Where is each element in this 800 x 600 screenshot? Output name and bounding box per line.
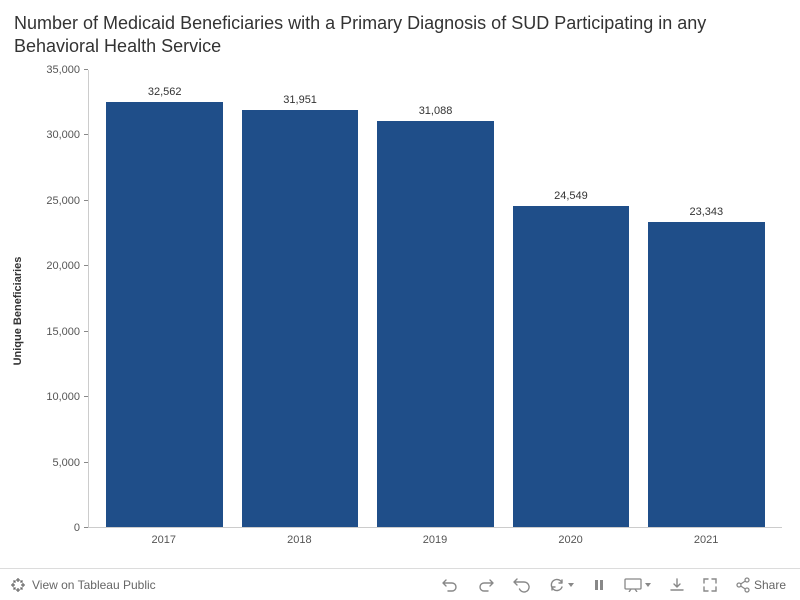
- refresh-icon: [549, 577, 565, 593]
- chevron-down-icon: [645, 583, 651, 587]
- view-on-tableau-label: View on Tableau Public: [32, 578, 156, 592]
- pause-button[interactable]: [588, 576, 610, 594]
- download-icon: [669, 577, 685, 593]
- y-tick-label: 10,000: [30, 391, 80, 403]
- bar-slot: 23,343: [639, 70, 774, 527]
- y-tick-mark: [84, 527, 88, 528]
- chart-container: Number of Medicaid Beneficiaries with a …: [0, 0, 800, 600]
- bar[interactable]: [648, 222, 764, 527]
- bar[interactable]: [106, 102, 222, 527]
- bar-slot: 31,088: [368, 70, 503, 527]
- tableau-toolbar: View on Tableau Public: [0, 568, 800, 600]
- bar-slot: 31,951: [232, 70, 367, 527]
- x-tick-label: 2019: [367, 530, 503, 552]
- y-tick-label: 5,000: [30, 457, 80, 469]
- pause-icon: [592, 578, 606, 592]
- redo-button[interactable]: [473, 575, 499, 595]
- bar-value-label: 32,562: [148, 86, 182, 98]
- x-tick-label: 2017: [96, 530, 232, 552]
- tableau-logo-link[interactable]: View on Tableau Public: [10, 577, 156, 593]
- x-tick-label: 2020: [503, 530, 639, 552]
- refresh-button[interactable]: [545, 575, 578, 595]
- chart-title: Number of Medicaid Beneficiaries with a …: [14, 12, 786, 57]
- revert-button[interactable]: [509, 575, 535, 595]
- bar-value-label: 24,549: [554, 190, 588, 202]
- present-button[interactable]: [620, 576, 655, 594]
- y-tick-mark: [84, 462, 88, 463]
- x-axis-labels: 20172018201920202021: [88, 530, 782, 552]
- bars-group: 32,562 31,951 31,088 24,549 23,343: [89, 70, 782, 527]
- y-tick-label: 30,000: [30, 129, 80, 141]
- revert-icon: [513, 577, 531, 593]
- y-tick-label: 25,000: [30, 195, 80, 207]
- bar[interactable]: [513, 206, 629, 527]
- fullscreen-icon: [703, 578, 717, 592]
- bar-slot: 32,562: [97, 70, 232, 527]
- chevron-down-icon: [568, 583, 574, 587]
- bar[interactable]: [377, 121, 493, 527]
- share-icon: [735, 577, 751, 593]
- x-tick-label: 2021: [638, 530, 774, 552]
- y-tick-label: 15,000: [30, 326, 80, 338]
- y-tick-mark: [84, 265, 88, 266]
- share-button[interactable]: Share: [731, 575, 790, 595]
- undo-button[interactable]: [437, 575, 463, 595]
- x-tick-label: 2018: [232, 530, 368, 552]
- y-tick-mark: [84, 396, 88, 397]
- chart-area: Unique Beneficiaries 05,00010,00015,0002…: [30, 70, 782, 552]
- y-tick-label: 0: [30, 522, 80, 534]
- plot-area: 32,562 31,951 31,088 24,549 23,343: [88, 70, 782, 528]
- y-tick-label: 20,000: [30, 260, 80, 272]
- redo-icon: [477, 577, 495, 593]
- y-axis-ticks: 05,00010,00015,00020,00025,00030,00035,0…: [30, 70, 86, 528]
- present-icon: [624, 578, 642, 592]
- bar-value-label: 31,951: [283, 94, 317, 106]
- share-label: Share: [754, 578, 786, 592]
- y-tick-label: 35,000: [30, 64, 80, 76]
- y-tick-mark: [84, 331, 88, 332]
- y-tick-mark: [84, 69, 88, 70]
- bar-value-label: 31,088: [419, 105, 453, 117]
- download-button[interactable]: [665, 575, 689, 595]
- tableau-icon: [10, 577, 26, 593]
- undo-icon: [441, 577, 459, 593]
- y-tick-mark: [84, 134, 88, 135]
- bar-value-label: 23,343: [690, 206, 724, 218]
- bar-slot: 24,549: [503, 70, 638, 527]
- bar[interactable]: [242, 110, 358, 527]
- y-tick-mark: [84, 200, 88, 201]
- y-axis-label: Unique Beneficiaries: [12, 257, 24, 366]
- fullscreen-button[interactable]: [699, 576, 721, 594]
